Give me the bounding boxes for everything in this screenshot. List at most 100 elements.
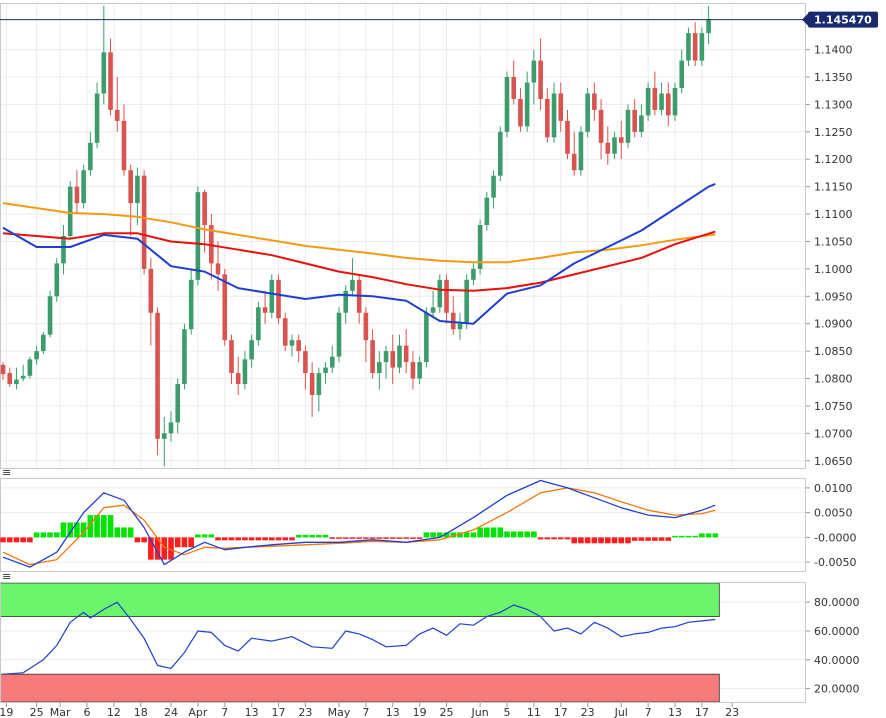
macd-histogram-bar [13,537,20,543]
macd-histogram-bar [302,534,309,538]
candle [61,225,66,275]
macd-histogram-bar [497,527,504,538]
macd-histogram-bar [678,535,685,538]
macd-histogram-bar [168,537,174,560]
candle [551,82,557,143]
candle [168,411,174,442]
macd-histogram-bar [0,537,6,543]
candle-body [484,197,490,226]
candle-body [424,312,429,363]
macd-histogram-bar [228,537,235,541]
last-price-pointer [802,13,808,26]
candle [195,186,201,286]
candle [276,274,281,324]
x-tick-label: Jul [614,706,628,718]
candle-body [558,93,564,121]
macd-histogram-bar [652,537,658,541]
macd-histogram-bar [631,537,638,541]
rsi-oversold-zone [0,673,720,703]
x-tick-label: 19 [413,706,427,718]
candle-body [430,307,436,313]
macd-histogram-bar [80,522,87,538]
rsi-line [2,601,716,675]
candle-body [343,290,349,313]
candle [598,98,604,160]
x-tick-label: 5 [504,706,511,718]
macd-histogram-bar [67,522,73,538]
candle [135,167,140,226]
candle-body [148,268,154,313]
candle [518,87,523,132]
candle [706,5,711,45]
sma-slow-line [2,202,716,264]
rsi-y-tick-label: 20.0000 [814,683,860,696]
candle-body [7,373,13,385]
macd-histogram-bar [591,537,598,544]
macd-histogram-bar [349,537,356,539]
macd-histogram-bar [544,537,551,540]
macd-histogram-bar [201,534,208,538]
price-plot-area [0,3,806,469]
price-y-tick-label: 1.0900 [814,318,853,331]
candle [27,356,33,379]
candle-body [121,120,127,171]
candle [450,296,456,335]
x-tick-label: 6 [84,706,91,718]
price-y-tick-label: 1.0850 [814,345,853,358]
candle-body [625,109,631,143]
candle-body [652,87,658,110]
candle [565,109,570,160]
candle-body [491,175,496,198]
macd-histogram-bar [181,537,188,548]
candle [7,367,13,387]
macd-histogram-bar [557,537,564,540]
macd-histogram-bar [598,537,604,544]
candle-body [612,137,617,154]
macd-y-tick-label: 0.0100 [814,482,853,495]
candle [303,345,308,390]
candle [679,49,685,94]
candle-body [34,351,39,360]
candle-body [175,384,181,423]
candle-body [350,279,355,291]
candle [659,82,664,116]
candle [336,307,342,363]
x-tick-label: 7 [645,706,652,718]
candle-body [188,279,194,330]
candle [215,241,221,291]
candle [511,60,517,105]
candle [618,120,624,160]
macd-histogram-bar [437,532,443,538]
macd-y-tick-label: -0.0050 [814,556,856,569]
candle-body [209,225,214,264]
candle-body [195,192,201,280]
candle-body [450,312,456,330]
price-y-tick-label: 1.1300 [814,98,853,111]
candle [175,378,181,434]
sma-mid-line [2,230,716,292]
candle [363,307,369,363]
candle-body [471,268,476,280]
candle [578,126,584,176]
candle-body [289,340,295,346]
candle [296,334,301,363]
candle [377,351,382,390]
candle [477,219,483,275]
x-tick-label: 18 [134,706,148,718]
candle [0,362,6,380]
candle-body [538,60,543,99]
rsi-y-tick-label: 80.0000 [814,596,860,609]
macd-histogram-bar [611,537,618,544]
candle-body [135,175,140,204]
candle-body [323,367,328,374]
macd-histogram-bar [342,537,349,539]
candle [437,274,443,313]
macd-histogram-bar [658,537,665,541]
candle-body [182,329,187,385]
candle [605,126,611,165]
x-tick-label: 23 [298,706,312,718]
macd-histogram-bar [645,537,651,541]
x-tick-label: Jun [471,706,489,718]
macd-histogram-bar [322,534,329,538]
